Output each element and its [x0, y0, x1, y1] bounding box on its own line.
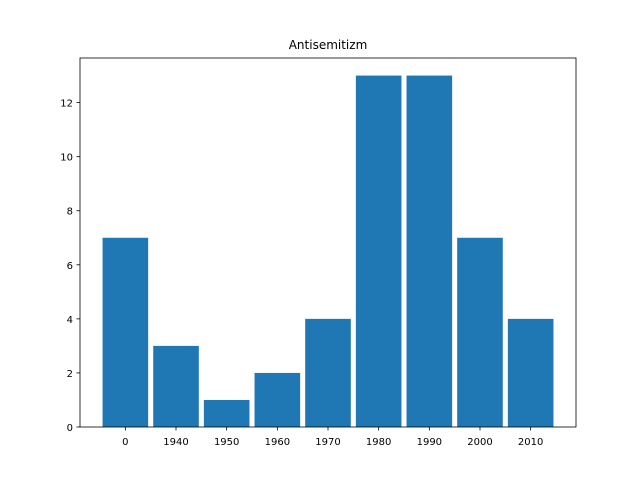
- y-tick-label: 4: [67, 315, 73, 326]
- y-tick-label: 6: [67, 261, 73, 272]
- x-tick-label: 1940: [163, 437, 188, 448]
- bar-1960: [254, 372, 301, 427]
- y-tick-label: 0: [67, 423, 73, 434]
- y-tick-label: 2: [67, 369, 73, 380]
- bar-1970: [305, 318, 351, 427]
- y-tick-label: 12: [60, 99, 73, 110]
- bar-2000: [457, 237, 503, 427]
- bar-1990: [406, 75, 453, 427]
- x-tick-label: 2000: [467, 437, 492, 448]
- y-tick-label: 8: [67, 207, 73, 218]
- x-tick-label: 1950: [214, 437, 239, 448]
- bar-1950: [203, 399, 250, 427]
- x-tick-label: 1990: [417, 437, 442, 448]
- bar-1940: [153, 345, 199, 427]
- x-axis: 0 1940 1950 1960 1970 1980 1990 2000 2010: [122, 427, 543, 448]
- x-tick-label: 1960: [265, 437, 290, 448]
- x-tick-label: 1970: [315, 437, 340, 448]
- bars: [102, 75, 554, 427]
- y-tick-label: 10: [60, 153, 73, 164]
- x-tick-label: 1980: [366, 437, 391, 448]
- bar-0: [102, 237, 149, 427]
- bar-2010: [507, 318, 554, 427]
- bar-1980: [355, 75, 402, 427]
- y-axis: 0 2 4 6 8 10 12: [60, 99, 80, 434]
- x-tick-label: 0: [122, 437, 128, 448]
- x-tick-label: 2010: [518, 437, 543, 448]
- chart-title: Antisemitizm: [289, 38, 368, 52]
